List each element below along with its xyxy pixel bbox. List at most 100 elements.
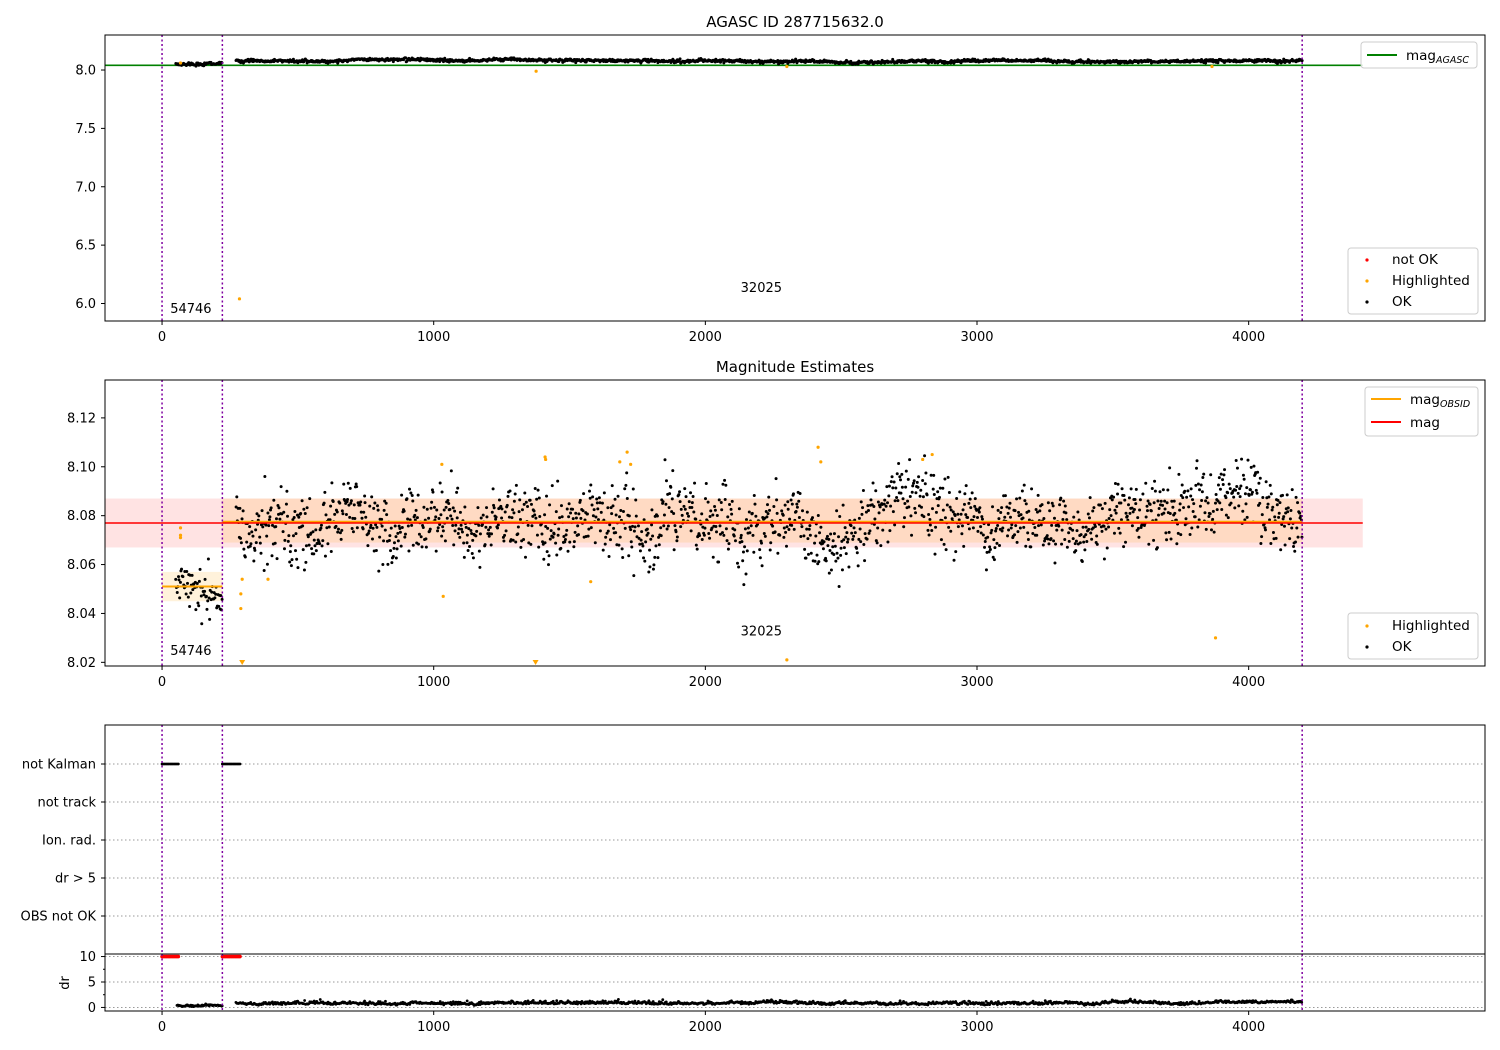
ok-point bbox=[408, 487, 412, 491]
ok-point bbox=[744, 572, 748, 576]
ok-point bbox=[490, 510, 494, 514]
ok-point bbox=[533, 513, 537, 517]
highlighted-out-of-range-marker bbox=[239, 660, 246, 665]
ok-point bbox=[1146, 499, 1150, 503]
ok-point bbox=[1259, 542, 1263, 546]
ok-point bbox=[422, 505, 426, 509]
ok-point bbox=[899, 491, 903, 495]
ok-point bbox=[217, 604, 221, 608]
ok-point bbox=[1222, 473, 1226, 477]
ok-point bbox=[239, 541, 243, 545]
ok-point bbox=[807, 527, 811, 531]
ok-point bbox=[484, 525, 488, 529]
ok-point bbox=[1119, 501, 1123, 505]
ok-point bbox=[340, 509, 344, 513]
ok-point bbox=[1188, 533, 1192, 537]
ok-point bbox=[719, 501, 723, 505]
ok-point bbox=[959, 512, 963, 516]
ok-point bbox=[195, 581, 199, 585]
ok-point bbox=[741, 559, 745, 563]
legend-label-ok: OK bbox=[1392, 639, 1413, 655]
ok-point bbox=[308, 497, 312, 501]
ok-point bbox=[1019, 513, 1023, 517]
ok-point bbox=[1184, 517, 1188, 521]
ok-point bbox=[769, 541, 773, 545]
ok-point bbox=[908, 494, 912, 498]
ok-point bbox=[1204, 499, 1208, 503]
ok-point bbox=[359, 500, 363, 504]
ok-point bbox=[1289, 508, 1293, 512]
ok-point bbox=[1102, 524, 1106, 528]
y-tick-label: 0 bbox=[88, 1001, 96, 1016]
ok-point bbox=[809, 551, 813, 555]
ok-point bbox=[598, 529, 602, 533]
ok-point bbox=[185, 581, 189, 585]
y-tick-label: 8.0 bbox=[75, 64, 96, 79]
ok-point bbox=[914, 511, 918, 515]
ok-point bbox=[915, 480, 919, 484]
ok-point bbox=[743, 527, 747, 531]
ok-point bbox=[305, 506, 309, 510]
ok-point bbox=[405, 497, 409, 501]
ok-point bbox=[496, 526, 500, 530]
ok-point bbox=[992, 538, 996, 542]
ok-point bbox=[436, 526, 440, 530]
ok-point bbox=[1052, 539, 1056, 543]
dr-point bbox=[465, 999, 469, 1003]
ok-point bbox=[546, 526, 550, 530]
ok-point bbox=[1023, 499, 1027, 503]
ok-point bbox=[632, 529, 636, 533]
ok-point bbox=[380, 517, 384, 521]
ok-point bbox=[866, 504, 870, 508]
ok-point bbox=[190, 573, 194, 577]
ok-point bbox=[750, 511, 754, 515]
ok-point bbox=[1211, 517, 1215, 521]
ok-point bbox=[196, 601, 200, 605]
ok-point bbox=[835, 509, 839, 513]
y-tick-label: 10 bbox=[79, 950, 96, 965]
ok-point bbox=[333, 512, 337, 516]
ok-point bbox=[1200, 498, 1204, 502]
ok-point bbox=[396, 539, 400, 543]
ok-point bbox=[1247, 493, 1251, 497]
ok-point bbox=[631, 524, 635, 528]
ok-point bbox=[530, 524, 534, 528]
ok-point bbox=[376, 508, 380, 512]
ok-point bbox=[445, 516, 449, 520]
ok-point bbox=[819, 525, 823, 529]
ok-point bbox=[790, 502, 794, 506]
x-tick-label: 1000 bbox=[417, 330, 450, 345]
ok-point bbox=[803, 547, 807, 551]
ok-point bbox=[1148, 502, 1152, 506]
ok-point bbox=[724, 527, 728, 531]
ok-point bbox=[703, 526, 707, 530]
ok-point bbox=[557, 60, 561, 64]
ok-point bbox=[551, 535, 555, 539]
ok-point bbox=[569, 511, 573, 515]
ok-point bbox=[1172, 499, 1176, 503]
ok-point bbox=[409, 491, 413, 495]
ok-point bbox=[438, 481, 442, 485]
ok-point bbox=[808, 533, 812, 537]
ok-point bbox=[804, 556, 808, 560]
ok-point bbox=[411, 543, 415, 547]
ok-point bbox=[1269, 541, 1273, 545]
ok-point bbox=[818, 531, 822, 535]
ok-point bbox=[269, 506, 273, 510]
highlighted-point bbox=[629, 462, 633, 466]
ok-point bbox=[1145, 504, 1149, 508]
ok-point bbox=[421, 525, 425, 529]
ok-point bbox=[468, 544, 472, 548]
y-tick-label: 7.5 bbox=[75, 122, 96, 137]
ok-point bbox=[816, 514, 820, 518]
ok-point bbox=[1120, 487, 1124, 491]
ok-point bbox=[1115, 505, 1119, 509]
ok-point bbox=[1161, 503, 1165, 507]
ok-point bbox=[1206, 501, 1210, 505]
ok-point bbox=[368, 504, 372, 508]
ok-point bbox=[487, 534, 491, 538]
ok-point bbox=[542, 557, 546, 561]
ok-point bbox=[1047, 542, 1051, 546]
